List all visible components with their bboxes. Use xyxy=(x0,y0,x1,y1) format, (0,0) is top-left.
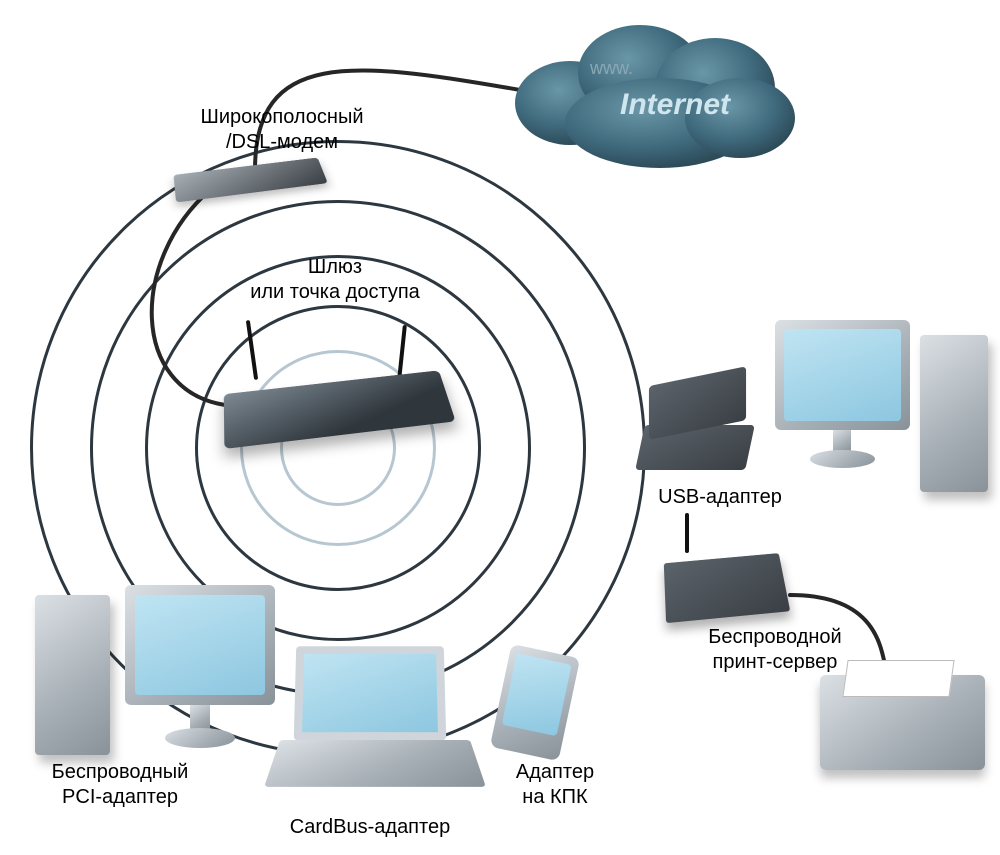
laptop-keyboard-icon xyxy=(264,740,486,787)
laptop-screen-icon xyxy=(294,646,447,740)
antenna-icon xyxy=(397,325,407,380)
usb-adapter-device xyxy=(640,375,750,475)
print-server-device xyxy=(665,535,785,620)
printer-device xyxy=(820,660,985,770)
monitor-icon xyxy=(775,320,910,495)
pc-right-device xyxy=(775,320,990,495)
cloud-www-text: www. xyxy=(590,58,633,79)
print-server-icon xyxy=(664,553,790,623)
printer-tray-icon xyxy=(842,660,954,697)
tower-icon xyxy=(35,595,110,755)
router-label: Шлюзили точка доступа xyxy=(205,255,465,305)
monitor-icon xyxy=(125,585,275,755)
cloud-internet-text: Internet xyxy=(620,88,730,122)
diagram-stage: www. Internet Широкополосный/DSL-модем Ш… xyxy=(0,0,1000,855)
pc-left-device xyxy=(35,585,275,755)
tower-icon xyxy=(920,335,988,492)
dsl-modem-device xyxy=(175,150,325,200)
pda-screen-icon xyxy=(502,653,572,736)
router-icon xyxy=(224,370,456,449)
dsl-modem-label: Широкополосный/DSL-модем xyxy=(152,105,412,155)
internet-cloud: www. Internet xyxy=(500,18,800,168)
modem-icon xyxy=(173,158,327,203)
cardbus-adapter-label: CardBus-адаптер xyxy=(260,815,480,840)
pci-adapter-label: БеспроводныйPCI-адаптер xyxy=(10,760,230,810)
antenna-icon xyxy=(685,513,689,553)
laptop-device xyxy=(280,645,470,790)
router-device xyxy=(225,330,450,445)
pda-adapter-label: Адаптерна КПК xyxy=(485,760,625,810)
